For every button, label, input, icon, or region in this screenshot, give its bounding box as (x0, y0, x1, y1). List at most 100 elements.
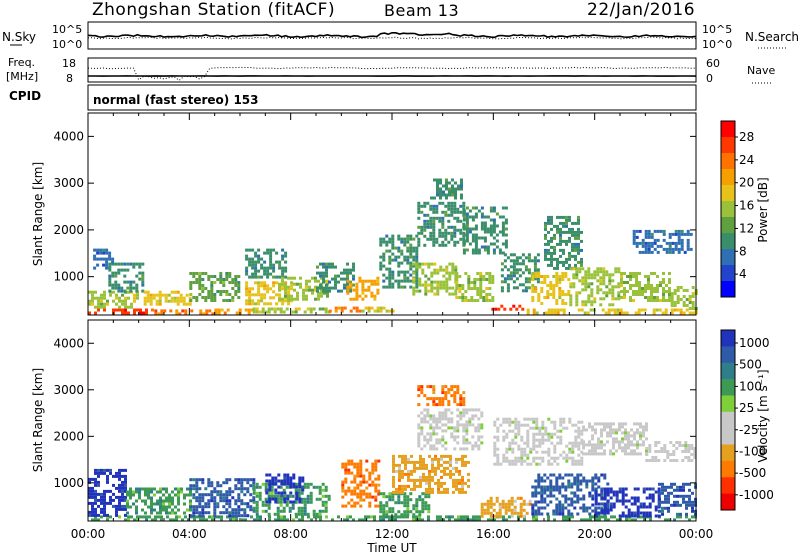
y-tick-label: 4000 (53, 129, 84, 143)
power-patch (93, 248, 115, 270)
colorbar-swatch (721, 217, 735, 234)
power-patch (544, 215, 583, 270)
power-patch (462, 206, 508, 255)
colorbar-swatch (721, 395, 735, 413)
colorbar-swatch (721, 169, 735, 186)
nsky-tick-top: 10^5 (52, 23, 82, 36)
colorbar-tick-label: 12 (739, 221, 754, 235)
colorbar-swatch (721, 201, 735, 218)
y-tick-label: 3000 (53, 176, 84, 190)
x-tick-label: 12:00 (375, 527, 410, 541)
x-axis-label: Time UT (366, 541, 417, 554)
colorbar-tick-label: -25 (739, 423, 759, 437)
velocity-x-axis: 00:00 04:00 08:00 12:00 16:00 20:00 00:00 (71, 320, 713, 541)
colorbar-swatch (721, 185, 735, 202)
power-patch (491, 304, 525, 311)
nsky-strip: N.Sky 10^5 10^0 10^5 10^0 N.Search (2, 21, 799, 51)
colorbar-swatch (721, 477, 735, 495)
colorbar-tick-label: 8 (739, 244, 747, 258)
power-data-layer (88, 178, 698, 316)
power-patch (632, 229, 693, 254)
power-patch (531, 272, 571, 305)
velocity-y-axis: 1000 2000 3000 4000 (53, 336, 696, 490)
colorbar-swatch (721, 411, 735, 429)
nsky-label: N.Sky (2, 30, 36, 44)
colorbar-tick-label: 20 (739, 176, 754, 190)
nave-tick-top: 60 (706, 57, 720, 70)
colorbar-swatch (721, 379, 735, 396)
power-patch (245, 248, 288, 279)
colorbar-tick-label: -1000 (739, 488, 774, 502)
y-tick-label: 2000 (53, 429, 84, 443)
colorbar-tick-label: -500 (739, 466, 766, 480)
velocity-colorbar-label: Velocity [m s⁻¹] (756, 369, 770, 462)
power-patch (346, 276, 380, 301)
colorbar-swatch (721, 233, 735, 250)
power-y-label: Slant Range [km] (31, 162, 45, 266)
velocity-patch (582, 422, 648, 456)
freq-unit-label: [MHz] (6, 70, 38, 83)
colorbar-tick-label: 500 (739, 358, 762, 372)
colorbar-swatch (721, 249, 735, 266)
power-patch (455, 272, 495, 302)
nsearch-label: N.Search (745, 30, 799, 44)
power-patch (328, 306, 362, 313)
nsky-tick-bottom: 10^0 (52, 38, 82, 51)
velocity-patch (417, 385, 466, 407)
colorbar-swatch (721, 346, 735, 364)
colorbar-swatch (721, 153, 735, 170)
velocity-patch (493, 417, 584, 466)
nave-trace (87, 66, 697, 81)
freq-tick-bottom: 8 (66, 72, 73, 85)
colorbar-tick-label: 100 (739, 379, 762, 393)
x-tick-label: 20:00 (577, 527, 612, 541)
velocity-patch (88, 468, 127, 517)
x-tick-label: 00:00 (71, 527, 106, 541)
power-x-ticks (87, 113, 697, 315)
power-patch (143, 290, 192, 306)
power-patch (189, 272, 241, 302)
colorbar-swatch (721, 428, 735, 446)
nsearch-trace (87, 36, 697, 40)
colorbar-swatch (721, 265, 735, 282)
velocity-data-layer (88, 385, 697, 522)
colorbar-tick-label: -100 (739, 444, 766, 458)
colorbar-swatch (721, 137, 735, 154)
y-tick-label: 4000 (53, 336, 84, 350)
nsearch-tick-top: 10^5 (702, 23, 732, 36)
nave-label: Nave (747, 64, 775, 77)
power-patch (361, 306, 395, 313)
freq-label: Freq. (8, 56, 35, 69)
x-tick-label: 16:00 (476, 527, 511, 541)
station-title: Zhongshan Station (fitACF) (92, 0, 336, 20)
beam-title: Beam 13 (384, 1, 460, 20)
velocity-panel: 1000 2000 3000 4000 00:00 04:00 08:00 12:00 16:… (31, 319, 713, 554)
power-patch (569, 267, 621, 307)
power-patch (316, 262, 355, 293)
power-colorbar: 4 8 12 16 20 24 28 (720, 120, 754, 298)
velocity-patch (531, 473, 610, 516)
power-patch (252, 307, 331, 314)
y-tick-label: 3000 (53, 383, 84, 397)
velocity-patch (392, 454, 470, 494)
velocity-y-label: Slant Range [km] (31, 368, 45, 472)
colorbar-swatch (721, 330, 735, 347)
date-title: 22/Jan/2016 (587, 0, 696, 20)
colorbar-tick-label: 28 (739, 130, 754, 144)
power-patch (526, 308, 698, 315)
colorbar-swatch (721, 460, 735, 478)
y-tick-label: 1000 (53, 270, 84, 284)
power-patch (154, 309, 218, 316)
velocity-patch (417, 408, 484, 451)
nsearch-tick-bottom: 10^0 (702, 38, 732, 51)
freq-strip: Freq. [MHz] 18 8 60 0 Nave (6, 56, 775, 85)
nsky-trace (87, 31, 697, 39)
power-patch (620, 272, 671, 302)
colorbar-tick-label: 1000 (739, 336, 770, 350)
power-panel: 1000 2000 3000 4000 Slant Range [km] (31, 112, 698, 316)
x-tick-label: 08:00 (273, 527, 308, 541)
power-y-axis: 1000 2000 3000 4000 (53, 129, 696, 284)
colorbar-frame (720, 120, 736, 298)
velocity-patch (341, 459, 381, 508)
